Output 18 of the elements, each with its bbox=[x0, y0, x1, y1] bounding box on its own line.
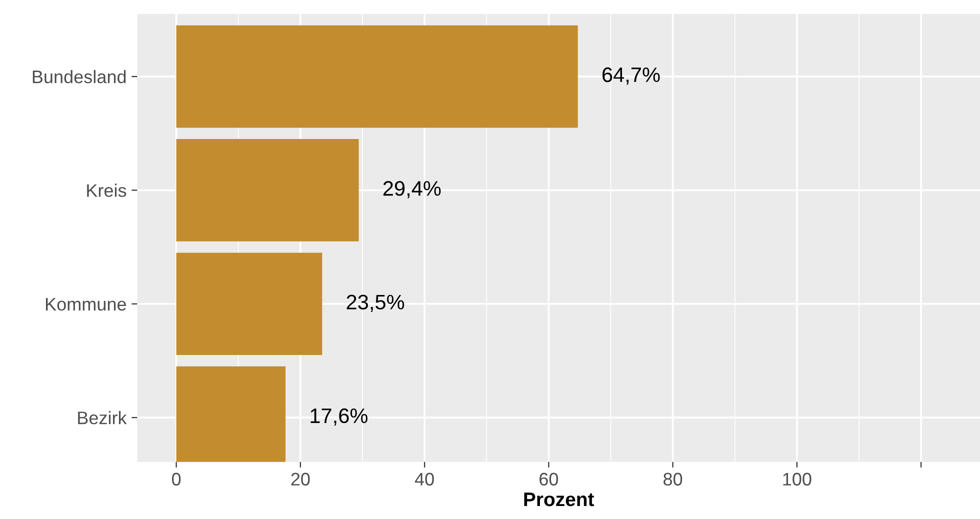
y-tick-label: Bundesland bbox=[32, 70, 126, 84]
bar bbox=[176, 252, 322, 356]
data-label: 29,4% bbox=[383, 181, 441, 198]
y-tick-label: Bezirk bbox=[78, 411, 127, 424]
x-tick-label: 20 bbox=[291, 472, 310, 486]
x-tick-label: 0 bbox=[172, 472, 181, 486]
bar bbox=[176, 25, 578, 128]
x-tick-label: 40 bbox=[414, 472, 434, 486]
data-label: 17,6% bbox=[310, 408, 368, 426]
x-tick-label: 60 bbox=[540, 472, 558, 486]
y-tick-label: Kreis bbox=[87, 184, 126, 197]
bar bbox=[176, 139, 359, 242]
data-label: 64,7% bbox=[602, 67, 660, 85]
x-tick-label: 100 bbox=[783, 472, 812, 486]
x-tick-label: 80 bbox=[664, 472, 682, 486]
x-axis-title: Prozent bbox=[524, 492, 594, 506]
y-tick-label: Kommune bbox=[46, 298, 126, 311]
data-label: 23,5% bbox=[346, 294, 404, 312]
